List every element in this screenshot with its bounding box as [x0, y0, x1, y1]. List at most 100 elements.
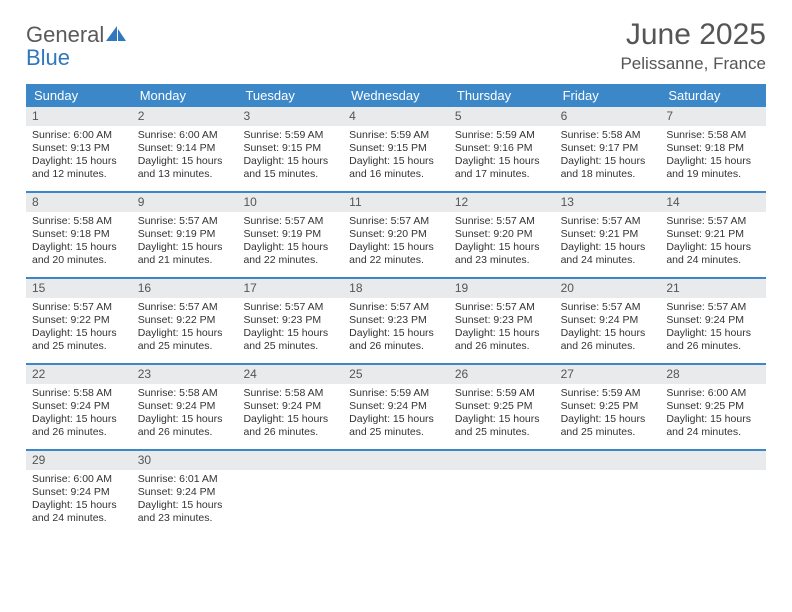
calendar-cell: 24Sunrise: 5:58 AMSunset: 9:24 PMDayligh…: [237, 365, 343, 449]
day-number: 25: [343, 365, 449, 384]
calendar-cell: 26Sunrise: 5:59 AMSunset: 9:25 PMDayligh…: [449, 365, 555, 449]
day-number: 11: [343, 193, 449, 212]
day-number: 26: [449, 365, 555, 384]
sunset-line: Sunset: 9:18 PM: [666, 142, 760, 155]
day-number: 6: [555, 107, 661, 126]
cell-body: Sunrise: 5:57 AMSunset: 9:24 PMDaylight:…: [660, 298, 766, 358]
calendar-week: 8Sunrise: 5:58 AMSunset: 9:18 PMDaylight…: [26, 193, 766, 279]
daylight-line: Daylight: 15 hours and 24 minutes.: [32, 499, 126, 525]
day-number: 24: [237, 365, 343, 384]
sunrise-line: Sunrise: 5:57 AM: [32, 301, 126, 314]
day-number: 14: [660, 193, 766, 212]
day-header: Monday: [132, 84, 238, 107]
sunrise-line: Sunrise: 5:58 AM: [138, 387, 232, 400]
daylight-line: Daylight: 15 hours and 22 minutes.: [349, 241, 443, 267]
sunset-line: Sunset: 9:25 PM: [561, 400, 655, 413]
daylight-line: Daylight: 15 hours and 12 minutes.: [32, 155, 126, 181]
cell-body: [237, 470, 343, 477]
daylight-line: Daylight: 15 hours and 26 minutes.: [455, 327, 549, 353]
cell-body: Sunrise: 5:57 AMSunset: 9:23 PMDaylight:…: [237, 298, 343, 358]
day-number: 22: [26, 365, 132, 384]
day-number: 7: [660, 107, 766, 126]
calendar-week: 1Sunrise: 6:00 AMSunset: 9:13 PMDaylight…: [26, 107, 766, 193]
sunset-line: Sunset: 9:21 PM: [666, 228, 760, 241]
logo-text-block: General Blue: [26, 24, 126, 70]
sunrise-line: Sunrise: 5:57 AM: [138, 301, 232, 314]
calendar-cell: 7Sunrise: 5:58 AMSunset: 9:18 PMDaylight…: [660, 107, 766, 191]
daylight-line: Daylight: 15 hours and 25 minutes.: [32, 327, 126, 353]
day-header: Thursday: [449, 84, 555, 107]
sunset-line: Sunset: 9:21 PM: [561, 228, 655, 241]
calendar-cell: 1Sunrise: 6:00 AMSunset: 9:13 PMDaylight…: [26, 107, 132, 191]
day-number: 3: [237, 107, 343, 126]
calendar-cell: 20Sunrise: 5:57 AMSunset: 9:24 PMDayligh…: [555, 279, 661, 363]
day-number: 9: [132, 193, 238, 212]
cell-body: Sunrise: 6:01 AMSunset: 9:24 PMDaylight:…: [132, 470, 238, 530]
calendar-week: 22 Sunrise: 5:58 AM Sunset: 9:24 PM Dayligh…: [26, 365, 766, 451]
sunrise-line: Sunrise: 5:59 AM: [349, 129, 443, 142]
calendar-cell: [449, 451, 555, 535]
day-number: 1: [26, 107, 132, 126]
calendar-cell: 27Sunrise: 5:59 AMSunset: 9:25 PMDayligh…: [555, 365, 661, 449]
calendar-cell: 9Sunrise: 5:57 AMSunset: 9:19 PMDaylight…: [132, 193, 238, 277]
daylight-line: Daylight: 15 hours and 25 minutes.: [455, 413, 549, 439]
daylight-line: Daylight: 15 hours and 26 minutes.: [349, 327, 443, 353]
sunrise-line: Sunrise: 6:00 AM: [32, 129, 126, 142]
day-number: 30: [132, 451, 238, 470]
calendar-cell: 11Sunrise: 5:57 AMSunset: 9:20 PMDayligh…: [343, 193, 449, 277]
cell-body: Sunrise: 5:57 AMSunset: 9:20 PMDaylight:…: [343, 212, 449, 272]
calendar-cell: 16Sunrise: 5:57 AMSunset: 9:22 PMDayligh…: [132, 279, 238, 363]
daylight-line: Daylight: 15 hours and 24 minutes.: [561, 241, 655, 267]
cell-body: [555, 470, 661, 477]
sunrise-line: Sunrise: 6:01 AM: [138, 473, 232, 486]
calendar-cell: 30Sunrise: 6:01 AMSunset: 9:24 PMDayligh…: [132, 451, 238, 535]
calendar-week: 29Sunrise: 6:00 AMSunset: 9:24 PMDayligh…: [26, 451, 766, 535]
sunrise-line: Sunrise: 5:59 AM: [455, 129, 549, 142]
sunset-line: Sunset: 9:24 PM: [32, 400, 126, 413]
calendar-cell: 10Sunrise: 5:57 AMSunset: 9:19 PMDayligh…: [237, 193, 343, 277]
cell-body: Sunrise: 5:59 AMSunset: 9:15 PMDaylight:…: [343, 126, 449, 186]
day-header: Wednesday: [343, 84, 449, 107]
location-text: Pelissanne, France: [620, 54, 766, 74]
day-number: [237, 451, 343, 470]
sunrise-line: Sunrise: 5:57 AM: [349, 301, 443, 314]
day-number: [449, 451, 555, 470]
sunset-line: Sunset: 9:23 PM: [455, 314, 549, 327]
sunrise-line: Sunrise: 5:59 AM: [561, 387, 655, 400]
weeks-container: 1Sunrise: 6:00 AMSunset: 9:13 PMDaylight…: [26, 107, 766, 535]
sunset-line: Sunset: 9:14 PM: [138, 142, 232, 155]
cell-body: Sunrise: 5:59 AMSunset: 9:15 PMDaylight:…: [237, 126, 343, 186]
calendar-cell: [343, 451, 449, 535]
cell-body: Sunrise: 6:00 AMSunset: 9:13 PMDaylight:…: [26, 126, 132, 186]
cell-body: Sunrise: 5:59 AMSunset: 9:25 PMDaylight:…: [449, 384, 555, 444]
calendar-cell: 25Sunrise: 5:59 AMSunset: 9:24 PMDayligh…: [343, 365, 449, 449]
daylight-line: Daylight: 15 hours and 26 minutes.: [666, 327, 760, 353]
day-number: 13: [555, 193, 661, 212]
calendar-cell: 23Sunrise: 5:58 AMSunset: 9:24 PMDayligh…: [132, 365, 238, 449]
title-block: June 2025 Pelissanne, France: [620, 18, 766, 74]
day-number: [343, 451, 449, 470]
sunrise-line: Sunrise: 5:57 AM: [455, 301, 549, 314]
sunrise-line: Sunrise: 5:57 AM: [349, 215, 443, 228]
brand-logo: General Blue: [26, 24, 126, 70]
day-number: 2: [132, 107, 238, 126]
cell-body: Sunrise: 6:00 AMSunset: 9:14 PMDaylight:…: [132, 126, 238, 186]
daylight-line: Daylight: 15 hours and 19 minutes.: [666, 155, 760, 181]
sunset-line: Sunset: 9:24 PM: [138, 486, 232, 499]
sunrise-line: Sunrise: 5:59 AM: [349, 387, 443, 400]
calendar-cell: 8Sunrise: 5:58 AMSunset: 9:18 PMDaylight…: [26, 193, 132, 277]
sunset-line: Sunset: 9:25 PM: [455, 400, 549, 413]
cell-body: Sunrise: 5:58 AMSunset: 9:17 PMDaylight:…: [555, 126, 661, 186]
sunset-line: Sunset: 9:20 PM: [349, 228, 443, 241]
sunrise-line: Sunrise: 5:57 AM: [666, 215, 760, 228]
sunset-line: Sunset: 9:23 PM: [349, 314, 443, 327]
calendar-cell: 4Sunrise: 5:59 AMSunset: 9:15 PMDaylight…: [343, 107, 449, 191]
sunrise-line: Sunrise: 5:57 AM: [243, 215, 337, 228]
sunset-line: Sunset: 9:22 PM: [32, 314, 126, 327]
cell-body: Sunrise: 5:57 AMSunset: 9:21 PMDaylight:…: [660, 212, 766, 272]
sunset-line: Sunset: 9:24 PM: [32, 486, 126, 499]
cell-body: Sunrise: 5:57 AMSunset: 9:19 PMDaylight:…: [237, 212, 343, 272]
calendar-week: 15Sunrise: 5:57 AMSunset: 9:22 PMDayligh…: [26, 279, 766, 365]
calendar-cell: 21Sunrise: 5:57 AMSunset: 9:24 PMDayligh…: [660, 279, 766, 363]
sunrise-line: Sunrise: 5:58 AM: [32, 215, 126, 228]
